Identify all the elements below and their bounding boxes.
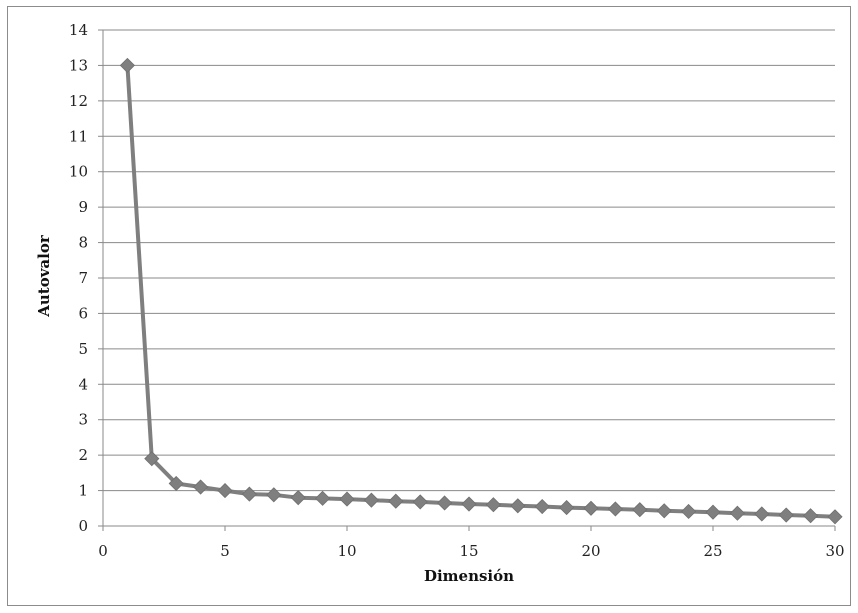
y-tick-label: 5: [78, 340, 88, 358]
data-point-13: [412, 494, 428, 510]
data-point-5: [217, 483, 233, 499]
data-point-28: [778, 507, 794, 523]
data-points: [119, 57, 843, 525]
y-tick-label: 6: [78, 304, 88, 322]
data-point-11: [363, 492, 379, 508]
x-tick-labels: 0 5 10 15 20 25 30: [98, 542, 844, 560]
x-tick-label: 25: [703, 542, 722, 560]
x-tick-label: 10: [337, 542, 356, 560]
data-point-9: [315, 490, 331, 506]
data-point-6: [241, 486, 257, 502]
data-point-25: [705, 504, 721, 520]
x-axis-title: Dimensión: [424, 567, 514, 585]
y-tick-label: 8: [78, 234, 88, 252]
axes: [98, 29, 836, 531]
y-tick-label: 1: [78, 482, 88, 500]
y-tick-label: 11: [69, 127, 88, 145]
data-point-24: [681, 503, 697, 520]
data-point-18: [534, 498, 550, 515]
y-tick-label: 7: [78, 269, 88, 287]
x-tick-label: 30: [825, 542, 844, 560]
chart-frame: [7, 6, 851, 606]
y-tick-label: 2: [78, 446, 88, 464]
x-tick-label: 15: [459, 542, 478, 560]
data-point-30: [827, 509, 843, 525]
data-point-23: [656, 503, 672, 519]
gridlines: [103, 29, 835, 492]
data-point-29: [803, 508, 819, 524]
data-point-14: [437, 495, 453, 511]
data-point-26: [729, 505, 745, 521]
y-tick-label: 10: [69, 163, 88, 181]
x-tick-label: 5: [220, 542, 230, 560]
data-point-1: [119, 57, 135, 73]
data-point-17: [510, 498, 526, 514]
data-point-20: [583, 500, 599, 516]
data-point-3: [168, 475, 184, 492]
data-point-21: [607, 501, 623, 517]
series: [125, 63, 837, 519]
series-line: [125, 63, 837, 519]
data-point-10: [339, 491, 355, 507]
data-point-2: [144, 451, 160, 467]
y-tick-label: 4: [78, 375, 88, 393]
y-tick-label: 13: [69, 56, 88, 74]
y-axis-title: Autovalor: [35, 234, 53, 318]
data-point-15: [461, 496, 477, 512]
y-tick-label: 3: [78, 411, 88, 429]
data-point-22: [632, 502, 648, 518]
y-tick-label: 9: [78, 198, 88, 216]
y-tick-label: 14: [69, 21, 88, 39]
data-point-12: [388, 493, 404, 509]
y-tick-label: 12: [69, 92, 88, 110]
x-tick-label: 0: [98, 542, 108, 560]
data-point-27: [754, 506, 770, 522]
data-point-16: [485, 497, 501, 513]
x-tick-label: 20: [581, 542, 600, 560]
y-tick-label: 0: [78, 517, 88, 535]
data-point-8: [290, 490, 306, 506]
data-point-4: [193, 479, 209, 495]
data-point-19: [559, 500, 575, 516]
data-point-7: [266, 487, 282, 503]
